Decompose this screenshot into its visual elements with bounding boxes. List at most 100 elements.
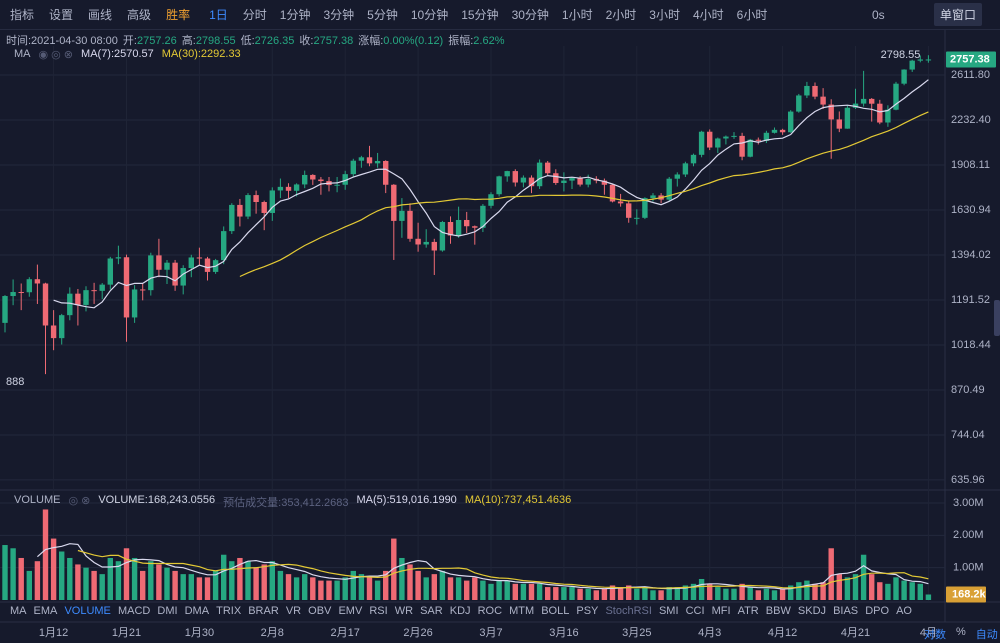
indicator-tab[interactable]: OBV bbox=[308, 605, 332, 617]
candle-body bbox=[617, 201, 624, 204]
indicator-tab[interactable]: VR bbox=[285, 605, 302, 617]
indicator-tab[interactable]: RSI bbox=[369, 605, 388, 617]
volume-bar bbox=[277, 570, 284, 600]
interval[interactable]: 6小时 bbox=[736, 8, 768, 22]
log-toggle[interactable]: 对数 bbox=[924, 629, 946, 641]
candle-body bbox=[836, 119, 842, 129]
indicator-tab[interactable]: VOLUME bbox=[64, 605, 111, 617]
interval[interactable]: 1小时 bbox=[561, 8, 593, 22]
volume-bar bbox=[212, 570, 219, 600]
candle-body bbox=[650, 195, 656, 199]
interval[interactable]: 4小时 bbox=[692, 8, 724, 22]
info-time: 时间:2021-04-30 08:00 bbox=[6, 35, 118, 47]
indicator-tab[interactable]: StochRSI bbox=[605, 605, 652, 617]
candle-body bbox=[253, 195, 259, 203]
volume-ma5: MA(5):519,016.1990 bbox=[356, 494, 457, 506]
volume-bar bbox=[796, 582, 802, 600]
indicator-tab[interactable]: TRIX bbox=[216, 605, 242, 617]
auto-toggle[interactable]: 自动 bbox=[975, 629, 998, 641]
indicator-tab[interactable]: MACD bbox=[117, 605, 151, 617]
indicator-tab[interactable]: MTM bbox=[509, 605, 535, 617]
window-button[interactable]: 单窗口 bbox=[934, 3, 983, 26]
ma-name: MA bbox=[14, 48, 31, 60]
tool-settings[interactable]: 设置 bbox=[49, 8, 74, 22]
tool-draw[interactable]: 画线 bbox=[88, 8, 113, 22]
interval[interactable]: 3小时 bbox=[649, 8, 680, 22]
volume-bar bbox=[407, 564, 413, 600]
indicator-tab[interactable]: AO bbox=[896, 605, 912, 617]
volume-bar bbox=[455, 577, 462, 600]
indicator-tab[interactable]: BBW bbox=[765, 605, 791, 617]
indicator-tab[interactable]: ATR bbox=[737, 605, 759, 617]
indicator-tab[interactable]: MFI bbox=[711, 605, 731, 617]
volume-bar bbox=[164, 567, 170, 600]
candle-body bbox=[739, 135, 745, 157]
candle-body bbox=[763, 132, 770, 141]
interval[interactable]: 1分钟 bbox=[279, 8, 311, 22]
last-volume: 168.2k bbox=[952, 588, 987, 600]
volume-bar bbox=[26, 570, 32, 600]
candle-body bbox=[536, 162, 543, 187]
indicator-tab[interactable]: EMA bbox=[33, 605, 58, 617]
indicator-tab[interactable]: BOLL bbox=[541, 605, 570, 617]
candle-body bbox=[285, 186, 292, 191]
candle-body bbox=[561, 180, 567, 183]
volume-bar bbox=[925, 594, 932, 600]
indicator-tab[interactable]: DMI bbox=[157, 605, 178, 617]
value: 2726.35 bbox=[254, 35, 295, 47]
percent-toggle[interactable]: % bbox=[956, 626, 966, 638]
candle-body bbox=[310, 174, 316, 180]
interval[interactable]: 10分钟 bbox=[410, 8, 449, 22]
indicator-tab[interactable]: ROC bbox=[477, 605, 503, 617]
interval[interactable]: 3分钟 bbox=[323, 8, 355, 22]
x-tick-label: 2月17 bbox=[331, 627, 360, 639]
indicator-tab[interactable]: DPO bbox=[865, 605, 890, 617]
indicator-tab[interactable]: WR bbox=[394, 605, 414, 617]
interval-selected[interactable]: 1日 bbox=[209, 8, 228, 22]
indicator-tab[interactable]: MA bbox=[10, 605, 27, 617]
indicator-tab[interactable]: DMA bbox=[184, 605, 210, 617]
volume-bar bbox=[771, 590, 778, 600]
interval[interactable]: 2小时 bbox=[605, 8, 637, 22]
candle-body bbox=[893, 83, 899, 110]
label: 低: bbox=[240, 35, 255, 47]
candle-body bbox=[350, 160, 356, 175]
candle-body bbox=[26, 279, 32, 293]
label: 振幅: bbox=[448, 35, 474, 47]
interval[interactable]: 分时 bbox=[242, 8, 267, 22]
indicator-tab[interactable]: PSY bbox=[576, 605, 599, 617]
interval[interactable]: 15分钟 bbox=[461, 8, 499, 22]
volume-bar bbox=[577, 588, 583, 600]
x-tick-label: 3月25 bbox=[622, 627, 651, 639]
indicator-tab[interactable]: SKDJ bbox=[797, 605, 827, 617]
candle-body bbox=[431, 241, 437, 251]
info-change: 涨幅:0.00%(0.12) bbox=[358, 32, 443, 48]
icons[interactable]: ◎ ⊗ bbox=[68, 495, 91, 507]
icons[interactable]: ◉ ◎ ⊗ bbox=[38, 49, 74, 61]
interval[interactable]: 5分钟 bbox=[367, 8, 398, 22]
interval[interactable]: 30分钟 bbox=[511, 8, 549, 22]
scroll-handle[interactable] bbox=[994, 300, 1000, 336]
volume-bar bbox=[34, 561, 41, 600]
indicator-tab[interactable]: SAR bbox=[420, 605, 443, 617]
indicator-tab[interactable]: CCI bbox=[685, 605, 705, 617]
tool-indicator[interactable]: 指标 bbox=[10, 8, 35, 22]
info-close: 收:2757.38 bbox=[299, 32, 353, 48]
indicator-tab[interactable]: BIAS bbox=[833, 605, 859, 617]
label: 收: bbox=[299, 35, 314, 47]
indicator-tab[interactable]: KDJ bbox=[449, 605, 471, 617]
candle-body bbox=[358, 157, 365, 161]
volume-bar bbox=[302, 574, 308, 600]
volume-bar bbox=[196, 577, 203, 600]
candle-body bbox=[804, 85, 810, 96]
volume-bar bbox=[788, 585, 794, 600]
candle-body bbox=[464, 219, 470, 227]
indicator-tab[interactable]: BRAR bbox=[248, 605, 279, 617]
indicator-tab[interactable]: EMV bbox=[338, 605, 363, 617]
tool-advanced[interactable]: 高级 bbox=[127, 8, 152, 22]
indicator-tab[interactable]: SMI bbox=[658, 605, 679, 617]
tool-winrate[interactable]: 胜率 bbox=[166, 8, 191, 22]
candle-body bbox=[885, 109, 891, 123]
candle-body bbox=[196, 257, 203, 259]
